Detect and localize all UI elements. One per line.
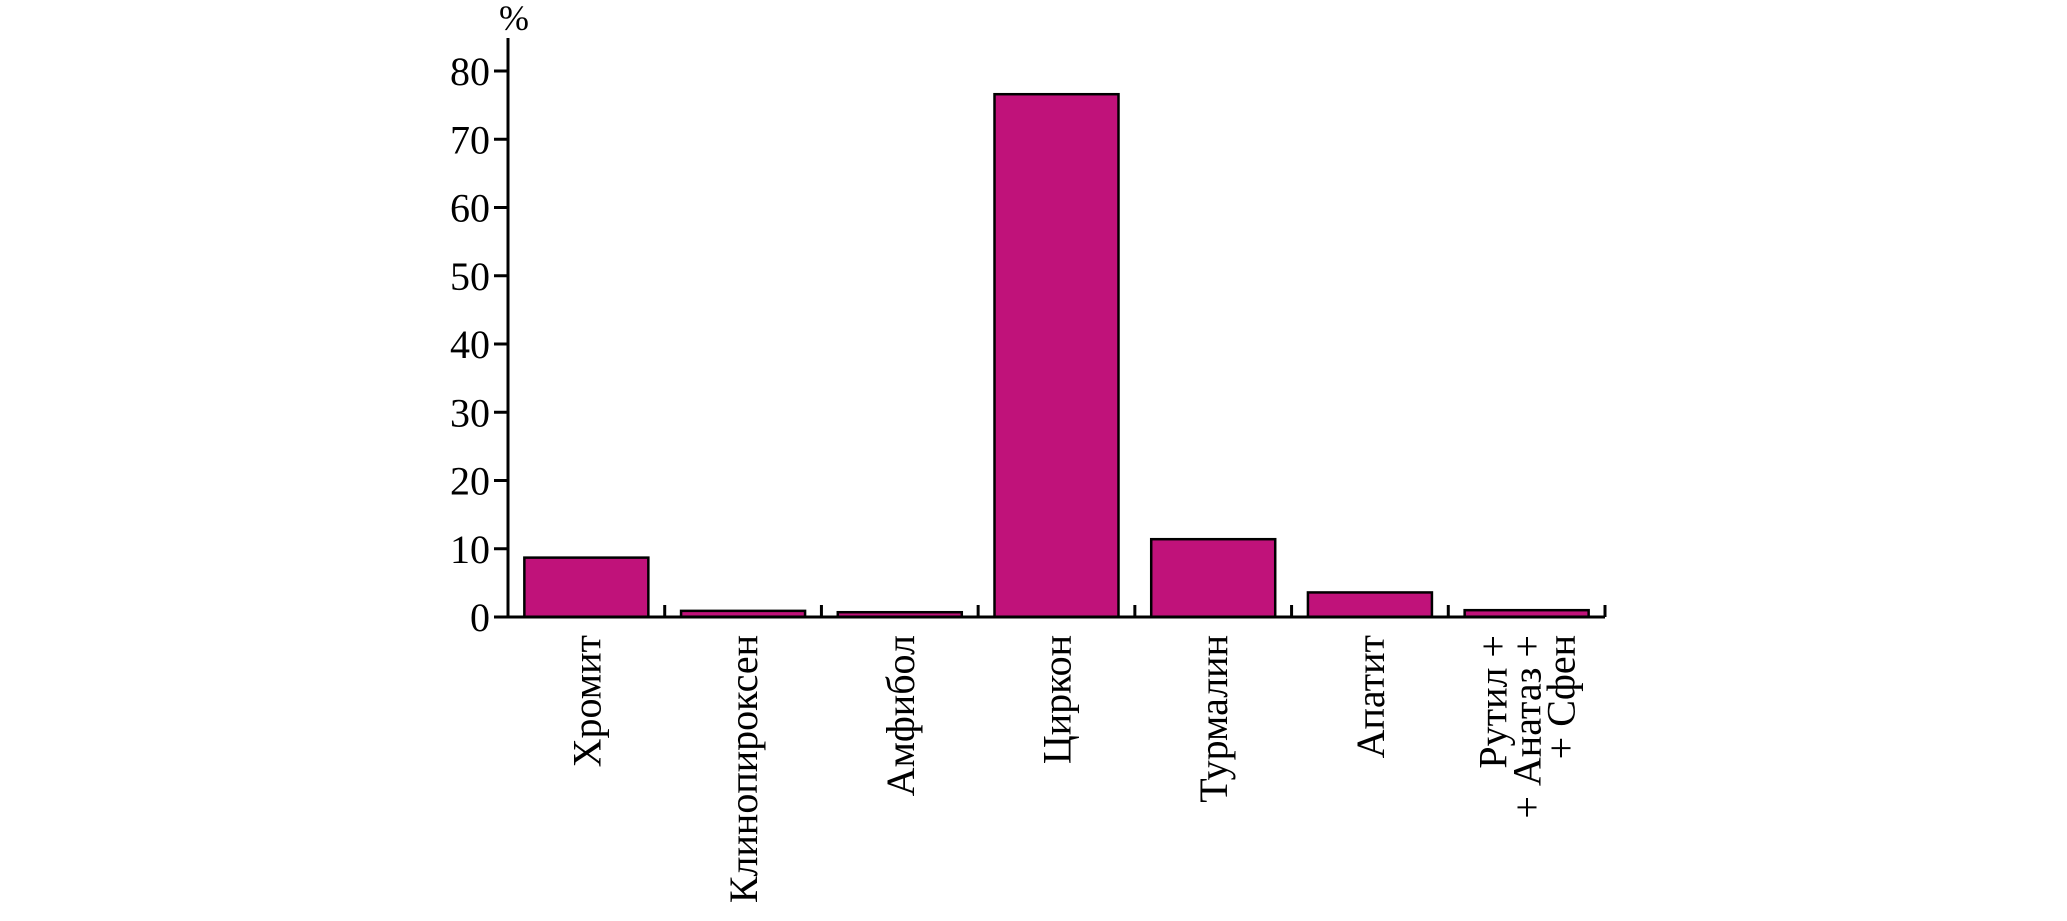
y-tick-label: 30 <box>450 390 490 435</box>
y-tick-label: 60 <box>450 186 490 231</box>
category-label: Клинопироксен <box>721 635 766 903</box>
y-tick-label: 40 <box>450 322 490 367</box>
category-label-line: Амфибол <box>878 635 923 796</box>
category-label: Амфибол <box>878 635 923 796</box>
bar <box>993 92 1120 619</box>
axes <box>506 38 1605 619</box>
category-label-line: Хромит <box>564 635 609 767</box>
category-label: Турмалин <box>1191 635 1236 803</box>
y-tick-label: 70 <box>450 117 490 162</box>
category-label-line: Турмалин <box>1191 635 1236 803</box>
y-tick-label: 20 <box>450 459 490 504</box>
y-tick-label: 80 <box>450 49 490 94</box>
y-tick-label: 10 <box>450 527 490 572</box>
bar <box>1149 537 1277 619</box>
x-ticks <box>663 605 1607 617</box>
category-label-line: Апатит <box>1348 635 1393 758</box>
y-axis-unit-label: % <box>499 0 529 38</box>
y-tick-label: 50 <box>450 254 490 299</box>
bar <box>523 556 650 619</box>
y-tick-label: 0 <box>470 595 490 640</box>
category-label-line: Клинопироксен <box>721 635 766 903</box>
bar <box>1306 591 1434 619</box>
category-label-line: Циркон <box>1035 635 1080 764</box>
bars <box>523 92 1590 619</box>
category-label: Рутил ++ Анатаз ++ Сфен <box>1471 635 1584 819</box>
category-label-line: + Сфен <box>1539 635 1584 759</box>
category-label-line: Рутил + <box>1471 635 1516 769</box>
category-label: Циркон <box>1035 635 1080 764</box>
category-labels: Хромит Клинопироксен Амфибол Циркон Турмалин… <box>564 635 1583 903</box>
category-label: Апатит <box>1348 635 1393 758</box>
category-label: Хромит <box>564 635 609 767</box>
category-label-line: + Анатаз + <box>1505 635 1550 819</box>
y-ticks: 0 10 20 30 40 50 60 70 80 <box>450 49 508 640</box>
